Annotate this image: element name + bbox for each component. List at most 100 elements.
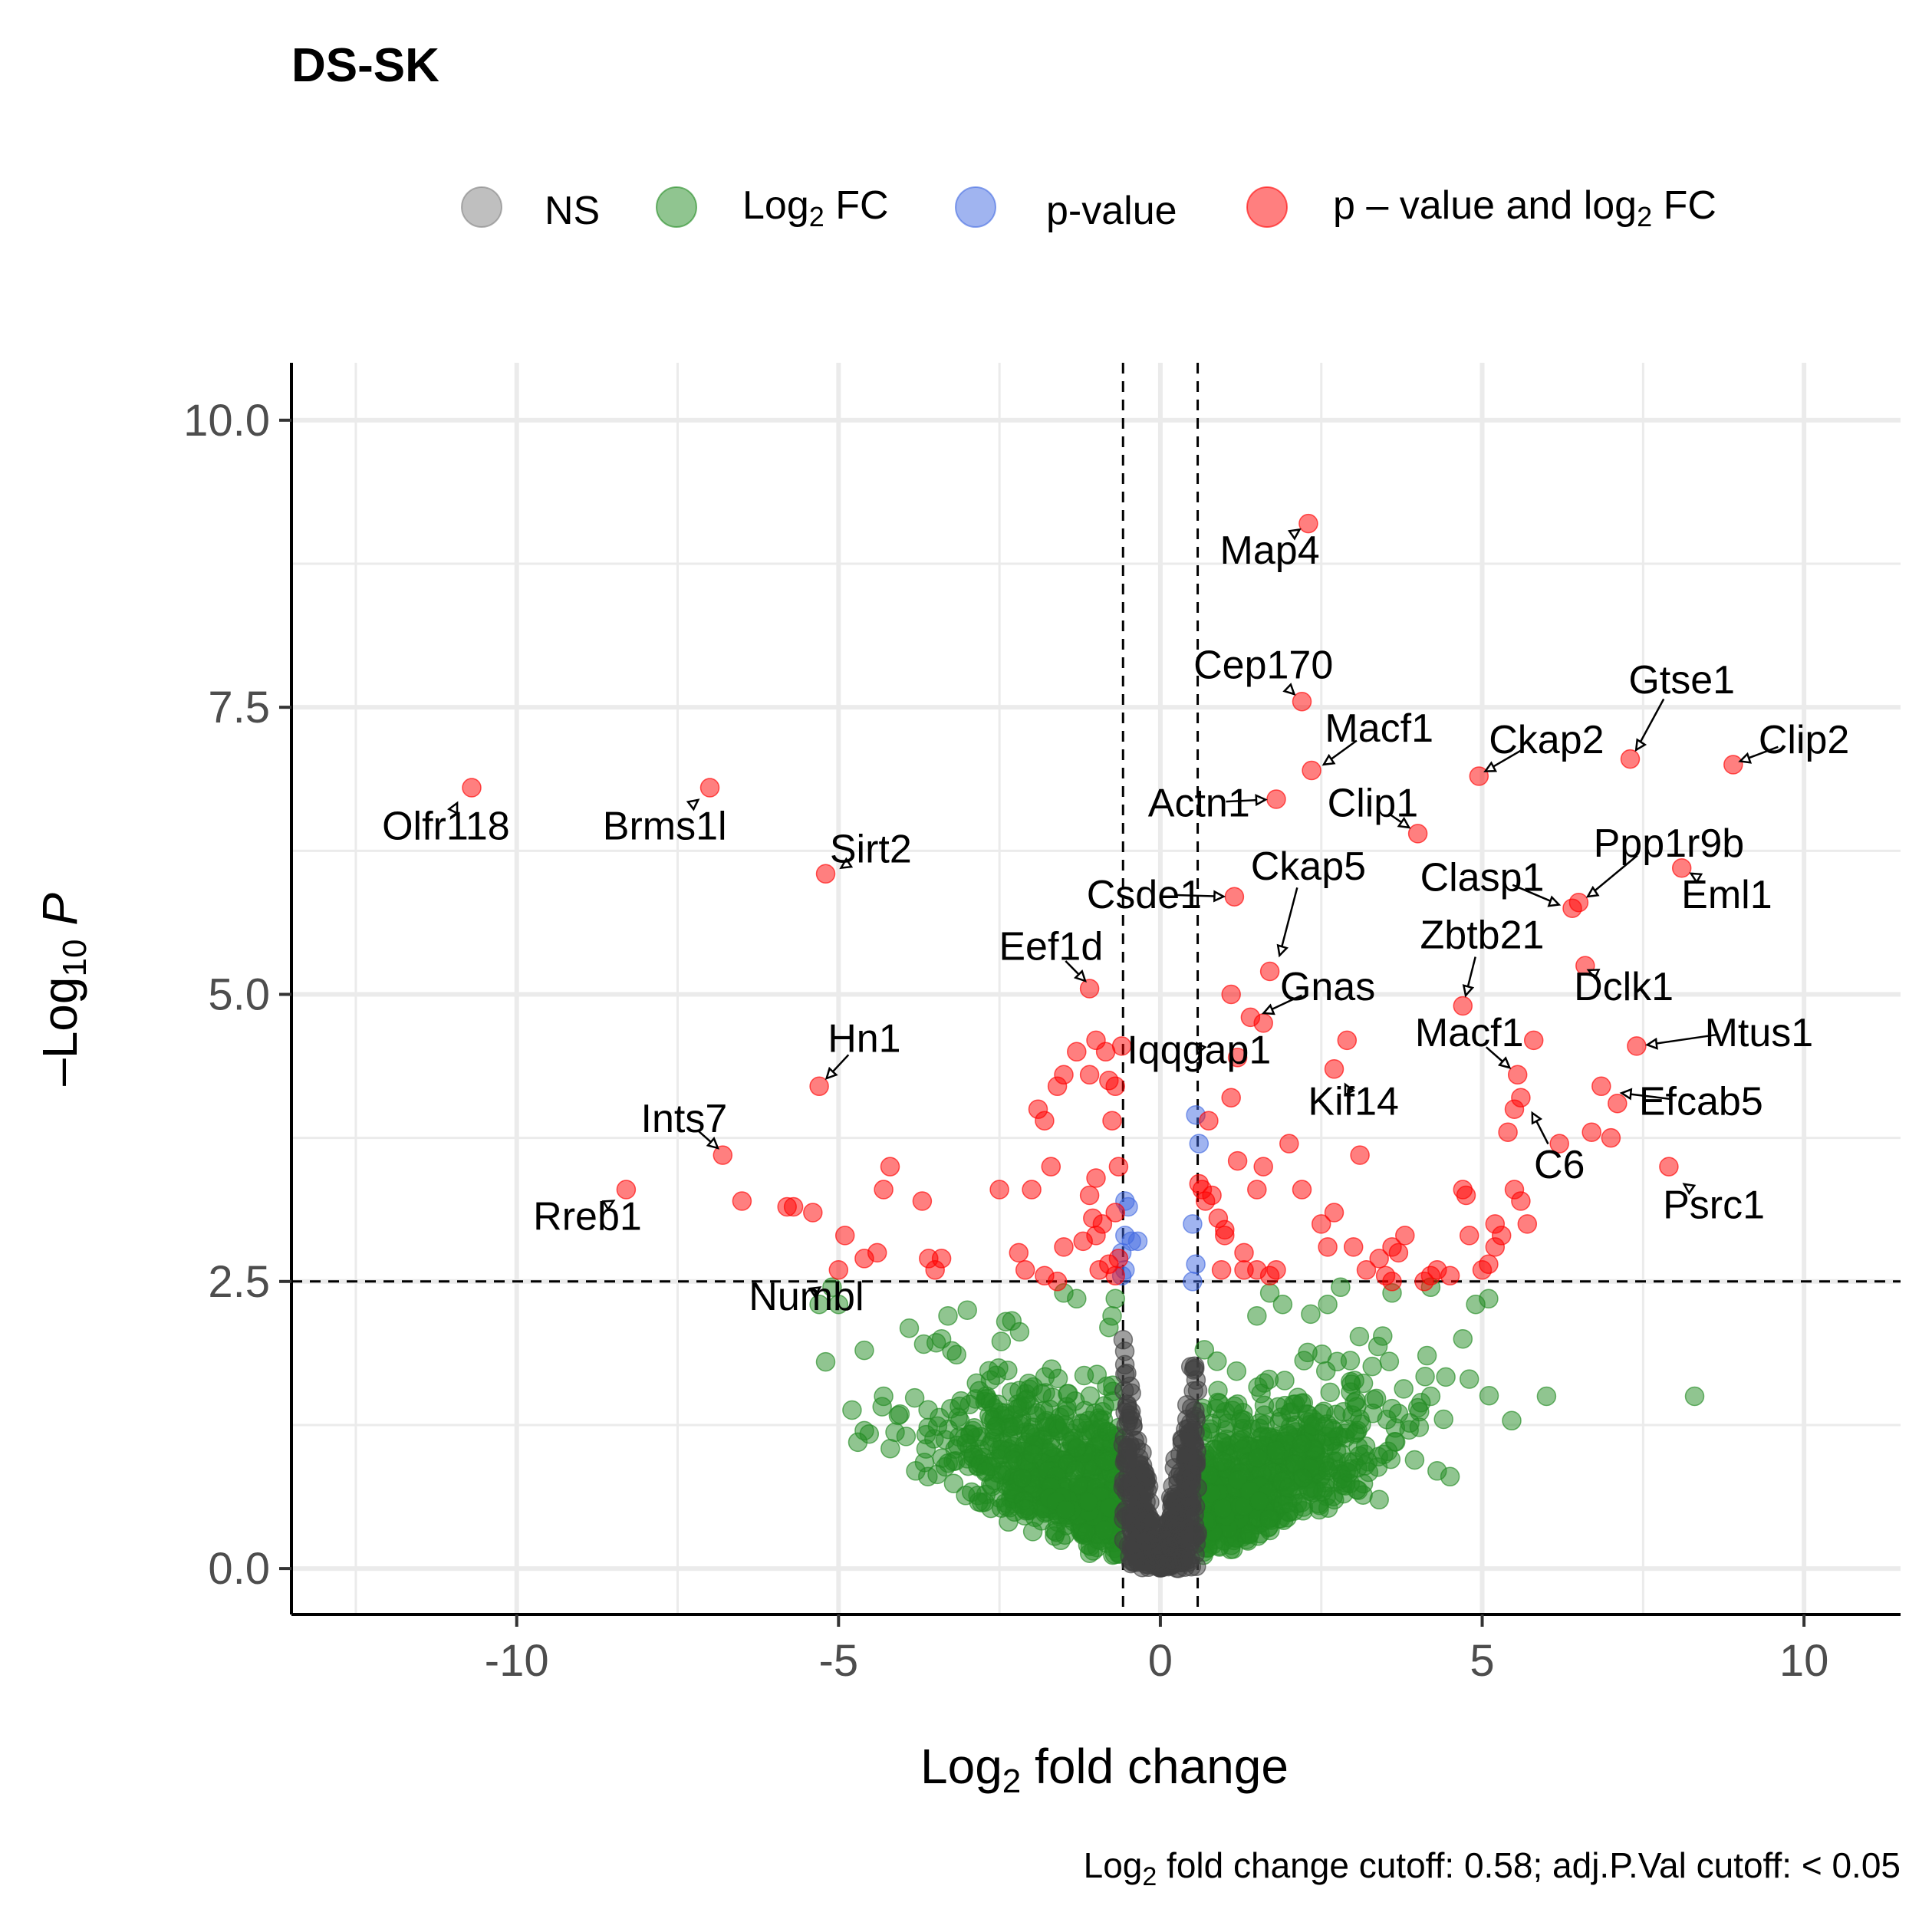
point-ns bbox=[1118, 1466, 1138, 1486]
point-pvalue-and-log2fc bbox=[1111, 1036, 1132, 1056]
point-log2fc bbox=[1048, 1368, 1068, 1389]
point-log2fc bbox=[809, 1294, 829, 1315]
point-pvalue-and-log2fc bbox=[1511, 1191, 1531, 1211]
label-arrowhead bbox=[1255, 794, 1268, 807]
point-pvalue-and-log2fc bbox=[1108, 1249, 1129, 1269]
point-log2fc bbox=[1087, 1364, 1108, 1384]
point-log2fc bbox=[1312, 1404, 1332, 1423]
point-log2fc bbox=[888, 1405, 909, 1426]
point-log2fc bbox=[1012, 1468, 1032, 1489]
gene-label: Rreb1 bbox=[533, 1194, 642, 1239]
point-pvalue-and-log2fc bbox=[783, 1196, 804, 1217]
point-log2fc bbox=[1249, 1491, 1269, 1511]
point-pvalue-and-log2fc bbox=[880, 1157, 900, 1177]
gene-label: Eml1 bbox=[1681, 873, 1772, 917]
point-log2fc bbox=[896, 1427, 917, 1447]
point-pvalue-and-log2fc bbox=[1591, 1076, 1611, 1097]
point-log2fc bbox=[1479, 1289, 1499, 1309]
point-log2fc bbox=[1212, 1451, 1233, 1472]
chart-title: DS-SK bbox=[291, 39, 439, 92]
point-pvalue-and-log2fc bbox=[1079, 1065, 1100, 1085]
point-pvalue-and-log2fc bbox=[1041, 1157, 1061, 1177]
x-tick-label: -10 bbox=[485, 1636, 549, 1686]
point-log2fc bbox=[1042, 1437, 1061, 1457]
point-log2fc bbox=[880, 1438, 900, 1459]
gene-label: Hn1 bbox=[828, 1016, 900, 1061]
point-pvalue-and-log2fc bbox=[1356, 1260, 1377, 1280]
label-arrowhead bbox=[1689, 872, 1703, 884]
point-pvalue-and-log2fc bbox=[1491, 1226, 1512, 1246]
point-log2fc bbox=[1433, 1409, 1453, 1430]
point-log2fc bbox=[991, 1331, 1012, 1351]
point-pvalue-and-log2fc bbox=[1324, 1059, 1345, 1079]
point-log2fc bbox=[1338, 1463, 1359, 1483]
point-pvalue-and-log2fc bbox=[1259, 961, 1280, 982]
point-pvalue-and-log2fc bbox=[1298, 513, 1318, 534]
point-pvalue-and-log2fc bbox=[1302, 760, 1321, 781]
point-log2fc bbox=[904, 1387, 925, 1408]
gene-label: Macf1 bbox=[1325, 706, 1433, 751]
axes: -10 -5 0 5 10 0.0 2.5 5.0 7.5 10.0 bbox=[183, 363, 1901, 1686]
point-log2fc bbox=[964, 1417, 985, 1438]
point-pvalue-and-log2fc bbox=[1015, 1260, 1035, 1280]
point-log2fc bbox=[969, 1492, 989, 1512]
point-pvalue-and-log2fc bbox=[699, 778, 720, 798]
legend-key-ns bbox=[461, 186, 502, 228]
gene-label: Sirt2 bbox=[830, 827, 912, 871]
label-arrowhead bbox=[1462, 984, 1475, 998]
point-pvalue-and-log2fc bbox=[925, 1260, 945, 1280]
label-arrowhead bbox=[1287, 528, 1302, 541]
point-pvalue-and-log2fc bbox=[1022, 1180, 1042, 1200]
point-log2fc bbox=[938, 1305, 958, 1326]
point-log2fc bbox=[991, 1498, 1012, 1518]
point-pvalue-and-log2fc bbox=[1266, 789, 1286, 809]
point-pvalue-and-log2fc bbox=[1253, 1157, 1273, 1177]
point-log2fc bbox=[854, 1340, 874, 1361]
point-pvalue-and-log2fc bbox=[1517, 1214, 1538, 1234]
point-log2fc bbox=[1394, 1379, 1414, 1399]
label-arrowhead bbox=[686, 798, 700, 811]
point-pvalue-and-log2fc bbox=[1459, 1226, 1479, 1246]
point-log2fc bbox=[1212, 1432, 1232, 1452]
point-log2fc bbox=[1090, 1410, 1110, 1430]
point-log2fc bbox=[1067, 1289, 1087, 1309]
point-pvalue-and-log2fc bbox=[1009, 1242, 1029, 1263]
y-tick-label: 7.5 bbox=[208, 683, 270, 732]
point-pvalue-and-log2fc bbox=[1395, 1226, 1415, 1246]
point-log2fc bbox=[1251, 1384, 1271, 1404]
point-log2fc bbox=[1320, 1382, 1341, 1403]
point-pvalue-and-log2fc bbox=[815, 864, 836, 884]
point-pvalue-and-log2fc bbox=[1227, 1048, 1248, 1068]
point-log2fc bbox=[848, 1432, 868, 1453]
point-log2fc bbox=[1350, 1409, 1370, 1430]
label-arrowhead bbox=[1531, 1111, 1543, 1125]
label-arrowhead bbox=[1261, 1003, 1275, 1015]
point-pvalue-and-log2fc bbox=[1318, 1237, 1338, 1257]
point-log2fc bbox=[1292, 1467, 1313, 1488]
point-pvalue-and-log2fc bbox=[912, 1191, 933, 1211]
gene-label: Eef1d bbox=[999, 925, 1103, 969]
point-log2fc bbox=[998, 1360, 1018, 1381]
gene-label: Gnas bbox=[1280, 965, 1375, 1009]
point-log2fc bbox=[1417, 1345, 1437, 1366]
point-ns bbox=[1184, 1454, 1205, 1474]
label-leader bbox=[1647, 1033, 1716, 1046]
point-pvalue-and-log2fc bbox=[1054, 1237, 1074, 1257]
label-arrowhead bbox=[1645, 1037, 1658, 1050]
gene-label: Kif14 bbox=[1308, 1080, 1399, 1124]
point-pvalue-and-log2fc bbox=[1105, 1076, 1125, 1097]
label-arrowhead bbox=[1196, 1042, 1207, 1056]
point-log2fc bbox=[1502, 1410, 1522, 1431]
point-pvalue-and-log2fc bbox=[1079, 979, 1100, 999]
label-arrowhead bbox=[447, 801, 459, 815]
point-log2fc bbox=[1349, 1326, 1370, 1347]
point-log2fc bbox=[1409, 1417, 1430, 1437]
point-pvalue bbox=[1183, 1272, 1203, 1292]
point-log2fc bbox=[1369, 1489, 1389, 1510]
point-ns bbox=[1127, 1430, 1147, 1451]
point-log2fc bbox=[1362, 1356, 1382, 1377]
point-pvalue-and-log2fc bbox=[834, 1226, 855, 1246]
point-log2fc bbox=[1368, 1336, 1388, 1357]
label-arrowhead bbox=[1619, 1088, 1633, 1101]
